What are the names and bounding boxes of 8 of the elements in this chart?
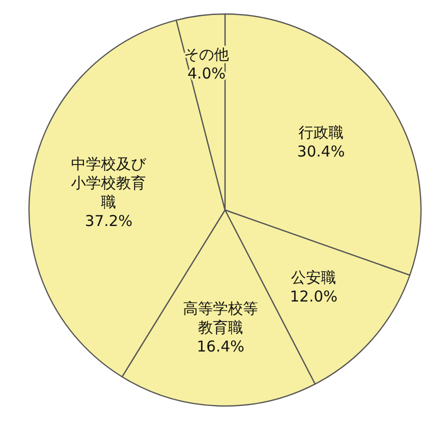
data-label: 16.4% <box>196 338 244 356</box>
data-label: 30.4% <box>297 142 345 161</box>
data-label: 12.0% <box>290 288 338 306</box>
data-label: 37.2% <box>84 212 133 230</box>
slice-label: 高等学校等教育職 <box>183 300 258 337</box>
slice-label: 行政職 <box>298 124 344 142</box>
slice-label: 公安職 <box>291 268 336 287</box>
slice-label: 中学校及び小学校教育職 <box>71 154 148 211</box>
